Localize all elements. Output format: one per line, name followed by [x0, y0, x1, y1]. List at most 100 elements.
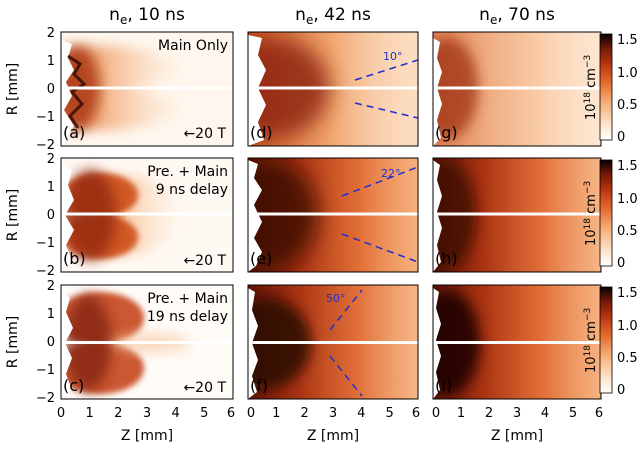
svg-text:−1: −1 [36, 110, 55, 125]
svg-text:4: 4 [172, 406, 180, 421]
panel-letter: (d) [250, 123, 273, 142]
panel-letter: (g) [435, 123, 458, 142]
svg-text:5: 5 [386, 406, 394, 421]
svg-text:4: 4 [357, 406, 365, 421]
svg-text:0: 0 [617, 256, 625, 271]
panel-letter: (f) [250, 376, 268, 395]
angle-label: 22° [381, 167, 401, 180]
dashed-line [341, 166, 418, 197]
svg-text:0: 0 [47, 82, 55, 97]
panel-i: (i) [432, 284, 602, 400]
svg-text:1.5: 1.5 [617, 159, 638, 174]
svg-text:2: 2 [301, 406, 309, 421]
svg-text:0: 0 [247, 406, 255, 421]
field-label: ←20 T [183, 380, 226, 396]
svg-text:5: 5 [569, 406, 577, 421]
svg-text:0: 0 [47, 335, 55, 350]
svg-text:6: 6 [412, 406, 420, 421]
svg-text:0: 0 [617, 130, 625, 145]
svg-text:−2: −2 [36, 264, 55, 279]
x-axis-title: Z [mm] [121, 428, 173, 444]
svg-text:1: 1 [47, 54, 55, 69]
panel-letter: (i) [435, 376, 452, 395]
svg-text:1: 1 [457, 406, 465, 421]
svg-text:−1: −1 [36, 363, 55, 378]
svg-text:2: 2 [47, 152, 55, 167]
annotation-line-2: 19 ns delay [147, 309, 228, 325]
svg-text:−2: −2 [36, 391, 55, 406]
svg-text:1: 1 [47, 307, 55, 322]
panel-letter: (h) [435, 249, 458, 268]
svg-text:1.0: 1.0 [617, 66, 638, 81]
y-axis-title: R [mm] [5, 316, 21, 368]
svg-text:6: 6 [595, 406, 603, 421]
panel-letter: (e) [250, 249, 272, 268]
colorbar-label: 1018 cm−3 [583, 181, 599, 246]
y-axis-row-1: 2 1 0 −1 −2 R [mm] [5, 26, 55, 153]
colorbar-label: 1018 cm−3 [583, 55, 599, 120]
annotation-line-1: Pre. + Main [147, 164, 228, 180]
x-axis-col-2: 0 1 2 3 4 5 6 Z [mm] [247, 406, 420, 444]
svg-text:2: 2 [47, 279, 55, 294]
panel-b: Pre. + Main 9 ns delay (b) ←20 T [60, 157, 234, 273]
colorbar-3: 1.5 1.0 0.5 0 1018 cm−3 [583, 286, 638, 398]
dashed-line [329, 355, 363, 397]
svg-text:1.5: 1.5 [617, 33, 638, 48]
x-axis-col-1: 0 1 2 3 4 5 6 Z [mm] [57, 406, 235, 444]
panel-h: (h) [432, 157, 602, 273]
dashed-line [329, 289, 363, 331]
panel-a: Main Only (a) ←20 T [60, 31, 234, 147]
colorbar-label: 1018 cm−3 [583, 308, 599, 373]
colorbar-1: 1.5 1.0 0.5 0 1018 cm−3 [583, 33, 638, 145]
x-axis-col-3: 0 1 2 3 4 5 6 Z [mm] [432, 406, 603, 444]
column-title-3: ne, 70 ns [479, 5, 555, 27]
angle-label: 10° [383, 50, 403, 63]
annotation-line-1: Pre. + Main [147, 291, 228, 307]
svg-text:1: 1 [47, 180, 55, 195]
svg-text:1.0: 1.0 [617, 319, 638, 334]
y-axis-row-2: 2 1 0 −1 −2 R [mm] [5, 152, 55, 279]
y-axis-row-3: 2 1 0 −1 −2 R [mm] [5, 279, 55, 406]
svg-text:4: 4 [541, 406, 549, 421]
dashed-line [341, 233, 418, 263]
svg-text:1: 1 [272, 406, 280, 421]
column-title-2: ne, 42 ns [295, 5, 371, 27]
panel-e: 22° (e) [247, 157, 419, 273]
x-axis-title: Z [mm] [491, 428, 543, 444]
panel-f: 50° (f) [247, 284, 419, 400]
annotation-line-2: 9 ns delay [156, 182, 228, 198]
svg-text:2: 2 [114, 406, 122, 421]
dashed-line [354, 102, 418, 119]
svg-text:0: 0 [432, 406, 440, 421]
annotation-main-only: Main Only [158, 38, 228, 54]
svg-text:5: 5 [200, 406, 208, 421]
panel-g: (g) [432, 31, 602, 147]
svg-text:3: 3 [329, 406, 337, 421]
svg-text:0: 0 [57, 406, 65, 421]
svg-text:2: 2 [485, 406, 493, 421]
panel-letter: (c) [63, 376, 84, 395]
angle-label: 50° [326, 292, 346, 305]
panel-d: 10° (d) [247, 31, 419, 147]
svg-text:1.5: 1.5 [617, 286, 638, 301]
svg-text:3: 3 [513, 406, 521, 421]
svg-text:−2: −2 [36, 138, 55, 153]
field-label: ←20 T [183, 126, 226, 142]
svg-text:0.5: 0.5 [617, 224, 638, 239]
panel-c: Pre. + Main 19 ns delay (c) ←20 T [60, 284, 234, 400]
svg-text:1: 1 [86, 406, 94, 421]
field-label: ←20 T [183, 253, 226, 269]
colorbar-2: 1.5 1.0 0.5 0 1018 cm−3 [583, 159, 638, 271]
y-axis-title: R [mm] [5, 63, 21, 115]
svg-text:6: 6 [227, 406, 235, 421]
svg-text:2: 2 [47, 26, 55, 41]
column-title-1: ne, 10 ns [109, 5, 185, 27]
panel-letter: (b) [63, 249, 86, 268]
x-axis-title: Z [mm] [307, 428, 359, 444]
svg-text:3: 3 [143, 406, 151, 421]
svg-text:−1: −1 [36, 236, 55, 251]
svg-text:1.0: 1.0 [617, 192, 638, 207]
svg-text:0: 0 [617, 383, 625, 398]
svg-text:0.5: 0.5 [617, 98, 638, 113]
